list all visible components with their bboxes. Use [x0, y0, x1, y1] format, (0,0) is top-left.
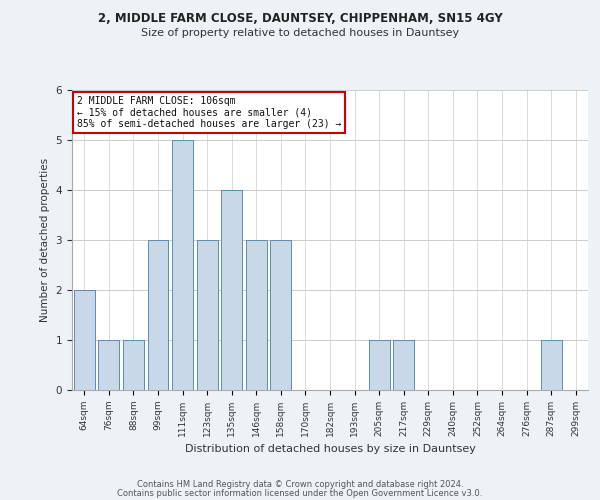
- Bar: [541, 340, 562, 390]
- Bar: [123, 340, 144, 390]
- X-axis label: Distribution of detached houses by size in Dauntsey: Distribution of detached houses by size …: [185, 444, 475, 454]
- Text: 2 MIDDLE FARM CLOSE: 106sqm
← 15% of detached houses are smaller (4)
85% of semi: 2 MIDDLE FARM CLOSE: 106sqm ← 15% of det…: [77, 96, 341, 129]
- Bar: [368, 340, 389, 390]
- Bar: [197, 240, 218, 390]
- Text: Contains public sector information licensed under the Open Government Licence v3: Contains public sector information licen…: [118, 488, 482, 498]
- Bar: [172, 140, 193, 390]
- Bar: [98, 340, 119, 390]
- Bar: [246, 240, 267, 390]
- Bar: [148, 240, 169, 390]
- Text: Contains HM Land Registry data © Crown copyright and database right 2024.: Contains HM Land Registry data © Crown c…: [137, 480, 463, 489]
- Text: Size of property relative to detached houses in Dauntsey: Size of property relative to detached ho…: [141, 28, 459, 38]
- Bar: [221, 190, 242, 390]
- Bar: [393, 340, 414, 390]
- Text: 2, MIDDLE FARM CLOSE, DAUNTSEY, CHIPPENHAM, SN15 4GY: 2, MIDDLE FARM CLOSE, DAUNTSEY, CHIPPENH…: [98, 12, 502, 26]
- Bar: [271, 240, 292, 390]
- Bar: [74, 290, 95, 390]
- Y-axis label: Number of detached properties: Number of detached properties: [40, 158, 50, 322]
